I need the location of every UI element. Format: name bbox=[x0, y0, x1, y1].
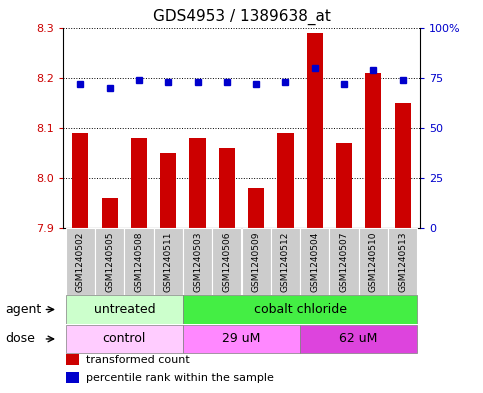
Bar bbox=[189, 138, 206, 228]
Bar bbox=[388, 228, 417, 295]
Bar bbox=[300, 228, 329, 295]
Text: GSM1240504: GSM1240504 bbox=[310, 231, 319, 292]
Text: GSM1240510: GSM1240510 bbox=[369, 231, 378, 292]
Bar bbox=[329, 228, 359, 295]
Bar bbox=[66, 354, 79, 365]
Bar bbox=[124, 228, 154, 295]
Text: GSM1240506: GSM1240506 bbox=[222, 231, 231, 292]
Bar bbox=[219, 148, 235, 228]
Bar bbox=[72, 133, 88, 228]
Bar bbox=[365, 73, 382, 228]
Text: dose: dose bbox=[5, 332, 35, 345]
Text: GSM1240507: GSM1240507 bbox=[340, 231, 349, 292]
Bar bbox=[66, 296, 183, 324]
Bar bbox=[160, 153, 176, 228]
Bar bbox=[300, 325, 417, 353]
Bar bbox=[154, 228, 183, 295]
Bar bbox=[183, 325, 300, 353]
Text: GSM1240511: GSM1240511 bbox=[164, 231, 173, 292]
Bar bbox=[66, 325, 183, 353]
Bar bbox=[307, 33, 323, 228]
Bar bbox=[183, 296, 417, 324]
Bar bbox=[183, 228, 212, 295]
Bar bbox=[66, 228, 95, 295]
Text: GSM1240509: GSM1240509 bbox=[252, 231, 261, 292]
Text: GSM1240503: GSM1240503 bbox=[193, 231, 202, 292]
Bar bbox=[248, 188, 264, 228]
Text: GSM1240512: GSM1240512 bbox=[281, 231, 290, 292]
Text: untreated: untreated bbox=[94, 303, 155, 316]
Text: agent: agent bbox=[5, 303, 41, 316]
Bar bbox=[212, 228, 242, 295]
Bar bbox=[336, 143, 352, 228]
Text: transformed count: transformed count bbox=[86, 355, 190, 365]
Text: 29 uM: 29 uM bbox=[222, 332, 261, 345]
Title: GDS4953 / 1389638_at: GDS4953 / 1389638_at bbox=[153, 9, 330, 25]
Bar bbox=[277, 133, 294, 228]
Text: cobalt chloride: cobalt chloride bbox=[254, 303, 347, 316]
Bar bbox=[101, 198, 118, 228]
Text: 62 uM: 62 uM bbox=[340, 332, 378, 345]
Text: percentile rank within the sample: percentile rank within the sample bbox=[86, 373, 274, 383]
Text: GSM1240508: GSM1240508 bbox=[134, 231, 143, 292]
Text: GSM1240502: GSM1240502 bbox=[76, 231, 85, 292]
Bar bbox=[271, 228, 300, 295]
Bar bbox=[242, 228, 271, 295]
Bar bbox=[395, 103, 411, 228]
Bar bbox=[131, 138, 147, 228]
Bar bbox=[66, 372, 79, 383]
Bar bbox=[95, 228, 124, 295]
Bar bbox=[359, 228, 388, 295]
Text: GSM1240505: GSM1240505 bbox=[105, 231, 114, 292]
Text: GSM1240513: GSM1240513 bbox=[398, 231, 407, 292]
Text: control: control bbox=[102, 332, 146, 345]
